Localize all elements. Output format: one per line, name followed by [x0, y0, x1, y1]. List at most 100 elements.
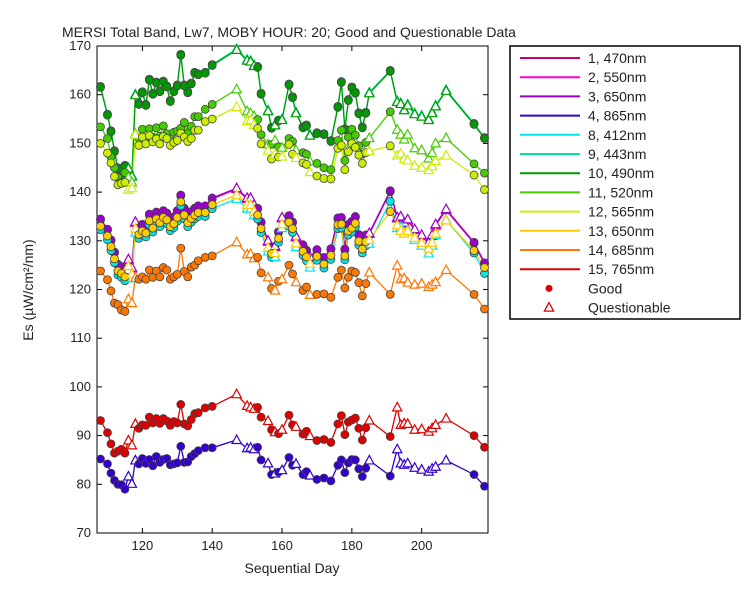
questionable-point — [276, 150, 288, 161]
questionable-point — [416, 161, 428, 172]
good-point — [357, 244, 367, 254]
questionable-point — [430, 100, 442, 111]
questionable-point — [231, 100, 243, 111]
x-tick-label: 160 — [271, 538, 293, 553]
questionable-point — [290, 420, 302, 431]
good-point — [385, 289, 395, 299]
x-tick-label: 180 — [341, 538, 363, 553]
questionable-point — [402, 224, 414, 236]
y-tick-label: 150 — [69, 135, 91, 150]
y-tick-label: 100 — [69, 379, 91, 394]
questionable-point — [290, 106, 302, 118]
questionable-point — [126, 477, 138, 488]
y-tick-label: 170 — [69, 38, 91, 53]
good-point — [207, 251, 217, 261]
questionable-point — [423, 247, 435, 258]
good-point — [302, 252, 311, 262]
good-point — [350, 88, 360, 98]
questionable-point — [409, 107, 421, 119]
questionable-point — [402, 457, 414, 468]
questionable-point — [398, 104, 410, 115]
legend-label: 15, 765nm — [588, 261, 654, 277]
good-point — [350, 142, 360, 152]
legend-label-questionable: Questionable — [588, 300, 671, 316]
good-point — [469, 170, 479, 180]
questionable-point — [409, 231, 421, 242]
questionable-point — [276, 113, 288, 125]
questionable-point — [231, 433, 243, 445]
questionable-point — [262, 144, 274, 155]
good-point — [176, 400, 186, 409]
questionable-point — [440, 412, 452, 423]
questionable-point — [391, 259, 403, 270]
legend-box — [509, 45, 741, 320]
questionable-point — [409, 461, 421, 472]
good-point — [385, 186, 395, 196]
good-point — [336, 219, 346, 229]
questionable-point — [269, 284, 281, 295]
questionable-point — [276, 217, 288, 229]
questionable-point — [402, 99, 414, 110]
questionable-point — [290, 457, 302, 468]
good-point — [340, 430, 350, 440]
good-point — [253, 123, 262, 133]
questionable-point — [363, 144, 375, 156]
good-point — [361, 463, 371, 473]
good-point — [336, 265, 346, 275]
good-point — [361, 279, 371, 289]
good-point — [193, 256, 203, 266]
y-tick-label: 140 — [69, 184, 91, 199]
questionable-point — [262, 457, 274, 468]
good-point — [343, 147, 353, 157]
good-point — [96, 416, 105, 425]
good-point — [207, 443, 217, 453]
good-point — [385, 66, 395, 76]
good-point — [302, 282, 311, 292]
good-point — [200, 208, 210, 217]
y-tick-label: 80 — [77, 476, 91, 491]
good-point — [326, 174, 336, 184]
good-point — [336, 78, 346, 87]
questionable-point — [423, 152, 435, 163]
questionable-point — [262, 271, 274, 282]
good-point — [96, 82, 105, 92]
good-point — [172, 136, 182, 145]
questionable-point — [416, 423, 428, 434]
legend-label: 12, 565nm — [588, 204, 654, 220]
good-point — [480, 481, 489, 491]
good-point — [162, 265, 172, 275]
good-point — [385, 141, 395, 151]
good-point — [106, 158, 116, 168]
good-point — [155, 139, 165, 149]
questionable-point — [363, 131, 375, 143]
good-point — [385, 432, 395, 441]
good-point — [256, 89, 266, 99]
questionable-point — [402, 154, 414, 165]
good-point — [336, 140, 346, 150]
good-point — [333, 102, 343, 112]
good-point — [284, 80, 294, 90]
questionable-point — [363, 233, 375, 244]
questionable-point — [440, 149, 452, 160]
good-point — [106, 286, 116, 296]
questionable-point — [395, 97, 407, 109]
good-point — [357, 158, 367, 168]
good-point — [106, 127, 116, 137]
good-point — [253, 210, 262, 220]
questionable-point — [402, 213, 414, 224]
questionable-point — [304, 469, 316, 480]
good-point — [469, 431, 479, 441]
good-point — [357, 291, 367, 301]
good-point — [469, 246, 479, 255]
good-point — [361, 423, 371, 433]
good-point — [302, 149, 311, 159]
questionable-point — [440, 214, 452, 225]
questionable-point — [304, 429, 316, 441]
good-point — [340, 468, 350, 478]
legend-questionable-marker — [543, 301, 555, 312]
good-point — [148, 461, 158, 471]
good-point — [284, 139, 294, 149]
questionable-point — [423, 242, 435, 253]
questionable-point — [398, 133, 410, 144]
